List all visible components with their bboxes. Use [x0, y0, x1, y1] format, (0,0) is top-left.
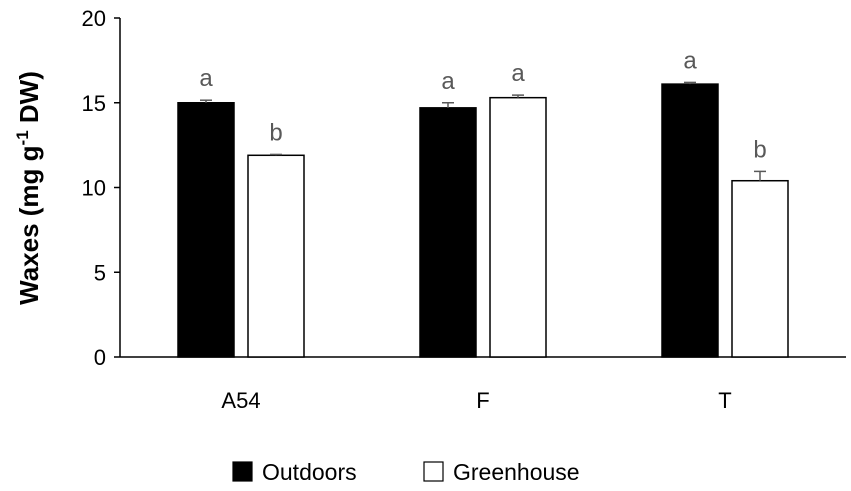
- significance-label-outdoors-a54: a: [199, 65, 213, 92]
- x-tick-label-1: F: [476, 388, 489, 413]
- bar-greenhouse-f: [489, 96, 547, 358]
- x-tick-label-2: T: [718, 388, 731, 413]
- y-tick-label-1: 5: [94, 260, 106, 285]
- legend-swatch-greenhouse: [423, 461, 444, 482]
- y-axis-label-main: Waxes (mg g: [14, 145, 44, 304]
- legend: Outdoors Greenhouse: [232, 459, 580, 485]
- y-tick-label-2: 10: [82, 176, 106, 201]
- significance-label-greenhouse-f: a: [511, 60, 525, 87]
- y-axis-label-superscript: -1: [13, 130, 32, 145]
- legend-swatch-outdoors: [232, 461, 253, 482]
- x-tick-label-0: A54: [221, 388, 260, 413]
- y-tick-label-0: 0: [94, 345, 106, 370]
- bar-outdoors-f: [419, 107, 477, 358]
- bar-outdoors-a54: [177, 102, 235, 358]
- significance-label-outdoors-t: a: [683, 47, 697, 74]
- legend-label-greenhouse: Greenhouse: [453, 459, 580, 485]
- y-tick-label-3: 15: [82, 91, 106, 116]
- y-axis-label: Waxes (mg g-1 DW): [13, 71, 44, 305]
- x-axis-categories: A54 F T: [221, 388, 731, 413]
- bar-greenhouse-t: [731, 179, 789, 358]
- significance-label-greenhouse-a54: b: [269, 119, 282, 146]
- y-tick-label-4: 20: [82, 6, 106, 31]
- bar-outdoors-t: [661, 83, 719, 358]
- significance-label-greenhouse-t: b: [753, 136, 766, 163]
- bar-greenhouse-a54: [247, 154, 305, 358]
- bars: a b a a a b: [177, 47, 789, 358]
- y-axis-label-suffix: DW): [14, 71, 44, 130]
- significance-label-outdoors-f: a: [441, 68, 455, 95]
- legend-label-outdoors: Outdoors: [262, 459, 357, 485]
- y-axis-ticks: 0 5 10 15 20: [82, 6, 120, 370]
